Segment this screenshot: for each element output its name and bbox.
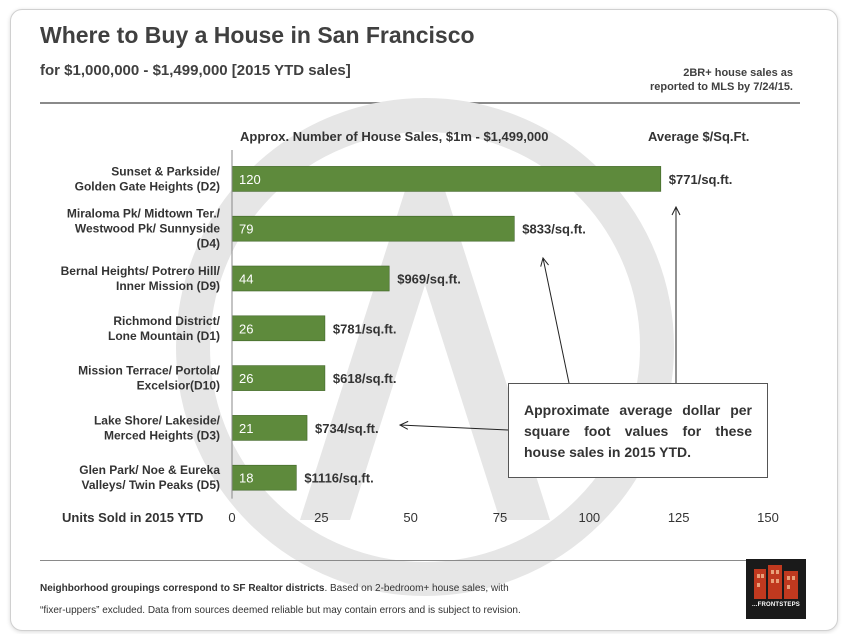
- category-label: Lone Mountain (D1): [108, 329, 220, 343]
- watermark-logo: [176, 98, 674, 596]
- footer-line2: “fixer-uppers” excluded. Data from sourc…: [40, 605, 521, 616]
- bar-value-label: 26: [239, 371, 253, 386]
- x-tick-label: 75: [493, 510, 507, 525]
- arrow-to-d4: [542, 257, 570, 384]
- x-axis-label: Units Sold in 2015 YTD: [62, 510, 203, 525]
- x-tick-label: 50: [403, 510, 417, 525]
- price-per-sqft-label: $969/sq.ft.: [397, 272, 461, 287]
- watermark-ring: [176, 98, 674, 596]
- source-note-line2: reported to MLS by 7/24/15.: [649, 81, 793, 93]
- bar: [231, 415, 308, 441]
- bar: [231, 464, 297, 491]
- bar-value-label: 44: [239, 272, 253, 287]
- frontsteps-logo: ...FRONTSTEPS: [746, 559, 806, 619]
- arrow-to-d2-head: [671, 205, 681, 216]
- bar: [231, 265, 390, 292]
- logo-text: ...FRONTSTEPS: [752, 602, 800, 608]
- price-per-sqft-label: $781/sq.ft.: [333, 321, 397, 336]
- price-per-sqft-label: $618/sq.ft.: [333, 371, 397, 386]
- price-per-sqft-label: $833/sq.ft.: [522, 222, 586, 237]
- source-note: 2BR+ house sales as reported to MLS by 7…: [573, 66, 793, 94]
- category-label: Glen Park/ Noe & Eureka: [79, 463, 220, 477]
- category-label: Lake Shore/ Lakeside/: [94, 413, 221, 427]
- source-note-line1: 2BR+ house sales as: [683, 67, 793, 79]
- footer-line1: Neighborhood groupings correspond to SF …: [40, 578, 730, 600]
- bar: [231, 315, 326, 342]
- category-label: Inner Mission (D9): [116, 279, 220, 293]
- category-label: Valleys/ Twin Peaks (D5): [81, 478, 220, 492]
- bar-value-label: 120: [239, 172, 261, 187]
- bar-value-label: 79: [239, 222, 253, 237]
- price-per-sqft-label: $1116/sq.ft.: [304, 471, 373, 486]
- x-tick-label: 100: [578, 510, 600, 525]
- x-tick-label: 25: [314, 510, 328, 525]
- x-tick-label: 150: [757, 510, 779, 525]
- arrow-to-d3: [399, 424, 509, 431]
- footer-line1-rest: . Based on 2-bedroom+ house sales, with: [324, 583, 509, 594]
- watermark-letter: [300, 175, 550, 520]
- category-label: Merced Heights (D3): [104, 428, 220, 442]
- chart-title: Approx. Number of House Sales, $1m - $1,…: [240, 129, 549, 144]
- category-label: Golden Gate Heights (D2): [75, 179, 220, 193]
- page-subtitle: for $1,000,000 - $1,499,000 [2015 YTD sa…: [40, 62, 351, 79]
- category-label: Mission Terrace/ Portola/: [78, 364, 220, 378]
- footer-note: Neighborhood groupings correspond to SF …: [40, 578, 730, 622]
- price-per-sqft-label: $771/sq.ft.: [669, 172, 733, 187]
- bar-value-label: 26: [239, 321, 253, 336]
- category-label: Miraloma Pk/ Midtown Ter./: [67, 207, 221, 221]
- category-label: Bernal Heights/ Potrero Hill/: [61, 264, 221, 278]
- bar: [231, 365, 326, 391]
- category-label: Excelsior(D10): [137, 379, 220, 393]
- footer-divider: [40, 560, 800, 561]
- category-label: Sunset & Parkside/: [111, 164, 220, 178]
- bar: [231, 166, 662, 192]
- page-title: Where to Buy a House in San Francisco: [40, 22, 475, 48]
- category-label: (D4): [197, 237, 220, 251]
- bar-value-label: 21: [239, 421, 253, 436]
- price-per-sqft-header: Average $/Sq.Ft.: [648, 129, 749, 144]
- arrow-to-d3-head: [398, 420, 409, 430]
- arrow-to-d4-head: [540, 256, 549, 267]
- x-tick-label: 0: [228, 510, 235, 525]
- category-label: Westwood Pk/ Sunnyside: [75, 222, 220, 236]
- footer-bold: Neighborhood groupings correspond to SF …: [40, 583, 325, 594]
- bar: [231, 215, 515, 242]
- callout-box: Approximate average dollar per square fo…: [508, 383, 768, 478]
- category-label: Richmond District/: [113, 314, 220, 328]
- callout-arrows: [398, 205, 681, 431]
- x-tick-label: 125: [668, 510, 690, 525]
- price-per-sqft-label: $734/sq.ft.: [315, 421, 379, 436]
- bar-value-label: 18: [239, 471, 253, 486]
